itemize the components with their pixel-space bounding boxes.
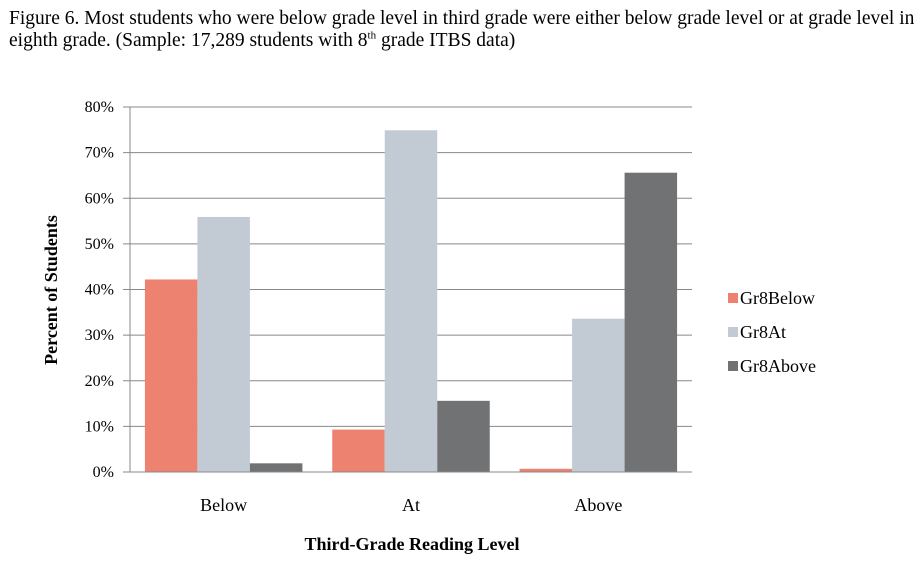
legend: Gr8Below Gr8At Gr8Above — [728, 288, 816, 376]
figure-caption: Figure 6. Most students who were below g… — [9, 8, 919, 52]
y-tick-label: 30% — [85, 327, 114, 344]
bar-gr8above-at — [437, 400, 490, 472]
y-axis-title: Percent of Students — [41, 215, 61, 365]
y-tick-label: 50% — [85, 236, 114, 253]
bars — [130, 130, 692, 473]
bar-gr8at-above — [572, 318, 625, 472]
legend-label: Gr8At — [740, 322, 786, 342]
legend-swatch-gr8below — [728, 293, 738, 303]
caption-text: Figure 6. Most students who were below g… — [9, 8, 915, 51]
y-tick-label: 70% — [85, 145, 114, 162]
y-tick-label: 20% — [85, 373, 114, 390]
bar-gr8below-below — [144, 279, 198, 472]
y-tick-label: 60% — [85, 190, 114, 207]
y-tick-label: 40% — [85, 282, 114, 299]
category-labels: Below At Above — [200, 495, 622, 515]
legend-swatch-gr8above — [728, 361, 738, 371]
bar-gr8below-above — [519, 468, 573, 472]
legend-label: Gr8Below — [740, 288, 815, 308]
y-tick-label: 10% — [85, 418, 114, 435]
bar-gr8at-below — [197, 216, 250, 472]
bar-gr8below-at — [332, 429, 385, 472]
category-label: Above — [574, 495, 622, 515]
category-label: At — [402, 495, 420, 515]
bar-gr8above-above — [624, 172, 678, 472]
y-tick-labels: 0% 10% 20% 30% 40% 50% 60% 70% 80% — [85, 99, 114, 481]
caption-superscript: th — [367, 29, 377, 42]
bar-gr8at-at — [384, 130, 438, 473]
caption-text-end: grade ITBS data) — [376, 30, 516, 51]
bar-gr8above-below — [249, 463, 303, 472]
y-tick-label: 0% — [93, 464, 114, 481]
legend-label: Gr8Above — [740, 356, 816, 376]
category-label: Below — [200, 495, 247, 515]
y-tick-label: 80% — [85, 99, 114, 116]
legend-swatch-gr8at — [728, 327, 738, 337]
x-axis-title: Third-Grade Reading Level — [305, 534, 520, 554]
